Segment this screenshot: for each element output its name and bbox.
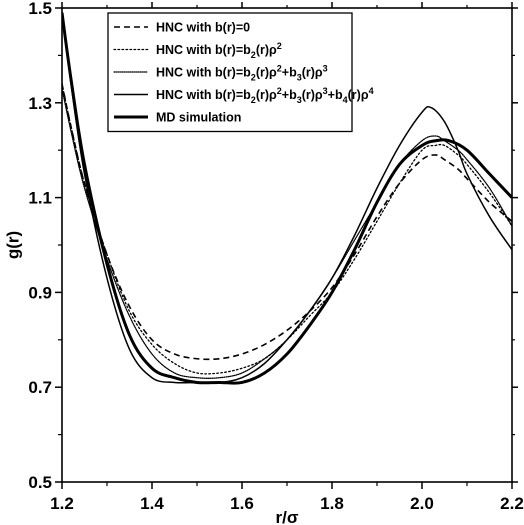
legend-label-5: MD simulation <box>156 111 241 125</box>
y-tick-label: 0.7 <box>28 378 52 397</box>
x-tick-label: 1.8 <box>320 494 344 513</box>
y-tick-label: 0.9 <box>28 283 52 302</box>
x-tick-label: 1.4 <box>140 494 164 513</box>
y-tick-label: 1.5 <box>28 0 52 18</box>
x-tick-label: 1.6 <box>230 494 254 513</box>
y-tick-label: 1.1 <box>28 189 52 208</box>
legend-label-1: HNC with b(r)=0 <box>156 21 250 35</box>
x-axis-label: r/σ <box>276 508 299 525</box>
x-tick-label: 1.2 <box>50 494 74 513</box>
y-tick-label: 0.5 <box>28 473 52 492</box>
x-tick-label: 2.0 <box>410 494 434 513</box>
x-tick-label: 2.2 <box>500 494 524 513</box>
y-tick-label: 1.3 <box>28 94 52 113</box>
y-axis-label: g(r) <box>3 231 22 259</box>
